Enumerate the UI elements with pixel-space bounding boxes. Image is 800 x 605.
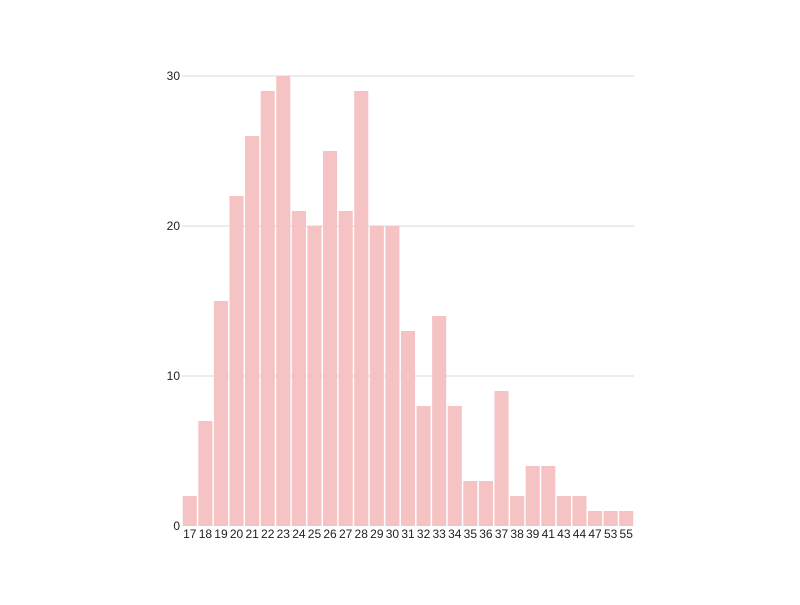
x-tick-label: 38 bbox=[510, 527, 524, 541]
x-tick-label: 33 bbox=[432, 527, 446, 541]
bar-17 bbox=[182, 496, 197, 526]
x-tick-label: 20 bbox=[230, 527, 244, 541]
bar-24 bbox=[291, 211, 306, 526]
x-tick-label: 37 bbox=[495, 527, 509, 541]
bar-19 bbox=[213, 301, 229, 526]
bar-41 bbox=[541, 466, 556, 526]
x-tick-label: 55 bbox=[620, 527, 634, 541]
bar-55 bbox=[619, 511, 634, 526]
y-axis-ticks: 0 10 20 30 bbox=[167, 69, 181, 533]
bar-25 bbox=[307, 226, 322, 526]
x-tick-label: 34 bbox=[448, 527, 462, 541]
x-tick-label: 27 bbox=[339, 527, 353, 541]
x-tick-label: 24 bbox=[292, 527, 306, 541]
bar-36 bbox=[478, 481, 493, 526]
x-tick-label: 21 bbox=[245, 527, 259, 541]
bar-31 bbox=[400, 331, 416, 526]
bar-26 bbox=[323, 151, 338, 526]
x-tick-label: 17 bbox=[183, 527, 197, 541]
bar-30 bbox=[385, 226, 400, 526]
x-tick-label: 36 bbox=[479, 527, 493, 541]
bar-44 bbox=[572, 496, 587, 526]
x-tick-label: 53 bbox=[604, 527, 618, 541]
bar-29 bbox=[369, 226, 384, 526]
bar-27 bbox=[338, 211, 353, 526]
bars bbox=[182, 76, 634, 526]
bar-23 bbox=[276, 76, 291, 526]
y-tick-label: 0 bbox=[173, 519, 180, 533]
y-tick-label: 30 bbox=[167, 69, 181, 83]
x-tick-label: 47 bbox=[588, 527, 602, 541]
x-tick-label: 39 bbox=[526, 527, 540, 541]
bar-39 bbox=[525, 466, 540, 526]
x-tick-label: 29 bbox=[370, 527, 384, 541]
x-tick-label: 18 bbox=[199, 527, 213, 541]
x-tick-label: 31 bbox=[401, 527, 415, 541]
bar-38 bbox=[510, 496, 525, 526]
x-tick-label: 26 bbox=[323, 527, 337, 541]
x-tick-label: 30 bbox=[386, 527, 400, 541]
x-tick-label: 44 bbox=[573, 527, 587, 541]
bar-18 bbox=[198, 421, 213, 526]
bar-53 bbox=[603, 511, 618, 526]
x-tick-label: 41 bbox=[542, 527, 556, 541]
bar-34 bbox=[447, 406, 462, 526]
bar-37 bbox=[494, 391, 509, 526]
x-tick-label: 23 bbox=[277, 527, 291, 541]
x-tick-label: 32 bbox=[417, 527, 431, 541]
bar-35 bbox=[463, 481, 478, 526]
bar-47 bbox=[587, 511, 603, 526]
bar-28 bbox=[354, 91, 369, 526]
bar-32 bbox=[416, 406, 431, 526]
x-tick-label: 22 bbox=[261, 527, 275, 541]
x-tick-label: 25 bbox=[308, 527, 322, 541]
bar-43 bbox=[556, 496, 571, 526]
y-tick-label: 10 bbox=[167, 369, 181, 383]
x-tick-label: 35 bbox=[464, 527, 478, 541]
bar-22 bbox=[260, 91, 275, 526]
bar-21 bbox=[245, 136, 260, 526]
bar-33 bbox=[432, 316, 447, 526]
x-axis-ticks: 17 18 19 20 21 22 23 24 25 26 27 28 29 30 31 32 33 34 35 36… bbox=[183, 527, 633, 541]
x-tick-label: 43 bbox=[557, 527, 571, 541]
y-tick-label: 20 bbox=[167, 219, 181, 233]
x-tick-label: 28 bbox=[355, 527, 369, 541]
x-tick-label: 19 bbox=[214, 527, 228, 541]
bar-20 bbox=[229, 196, 244, 526]
